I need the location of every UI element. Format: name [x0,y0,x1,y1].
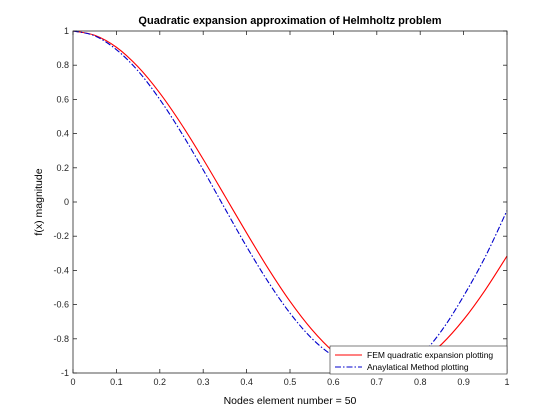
x-tick-label: 1 [504,377,509,387]
legend-box [329,345,508,375]
y-tick-label: -1 [61,368,69,378]
legend-label-fem: FEM quadratic expansion plotting [367,350,493,360]
x-tick-label: 0.1 [110,377,123,387]
x-tick-label: 0.3 [197,377,210,387]
x-tick-label: 0.9 [457,377,470,387]
legend-label-analytical: Anaylatical Method plotting [367,362,469,372]
y-tick-label: 1 [64,26,69,36]
x-tick-label: 0.5 [284,377,297,387]
x-tick-label: 0.6 [327,377,340,387]
y-tick-label: 0.8 [56,60,69,70]
y-tick-label: 0 [64,197,69,207]
y-tick-label: -0.8 [53,334,69,344]
chart-title: Quadratic expansion approximation of Hel… [138,15,441,27]
y-tick-label: 0.6 [56,94,69,104]
y-tick-label: -0.6 [53,300,69,310]
legend: FEM quadratic expansion plotting Anaylat… [329,345,508,375]
x-tick-label: 0.8 [414,377,427,387]
x-tick-label: 0.2 [154,377,167,387]
y-tick-label: 0.4 [56,129,69,139]
y-tick-label: -0.2 [53,231,69,241]
x-tick-label: 0 [70,377,75,387]
series-line-analytical [72,30,508,374]
y-tick-label: -0.4 [53,265,69,275]
y-tick-label: 0.2 [56,163,69,173]
y-axis-label: f(x) magnitude [33,168,45,235]
x-tick-label: 0.4 [240,377,253,387]
x-axis-label: Nodes element number = 50 [224,395,357,407]
plot-area [73,31,507,373]
x-tick-label: 0.7 [371,377,384,387]
